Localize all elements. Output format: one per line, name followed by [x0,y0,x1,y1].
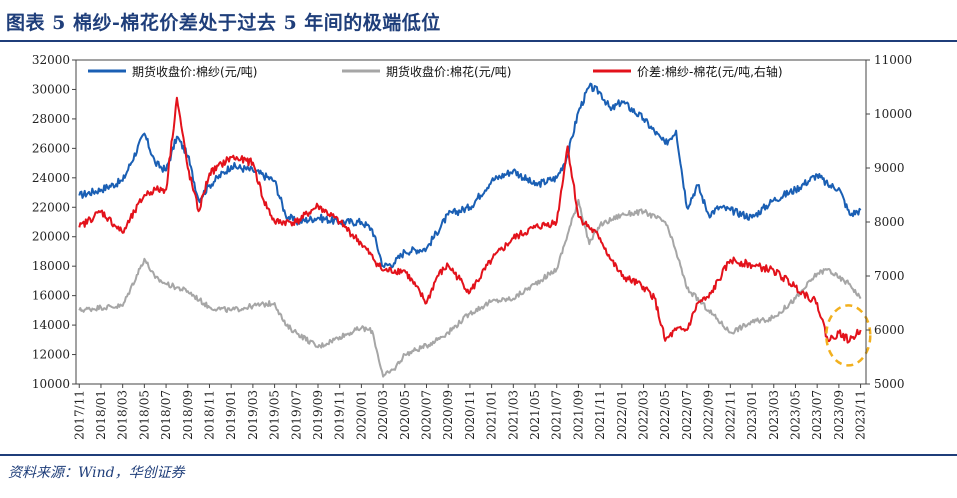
left-tick-label: 28000 [32,112,70,126]
left-tick-label: 24000 [32,171,70,185]
x-tick-label: 2023/01 [745,390,759,440]
x-tick-label: 2018/05 [137,390,151,440]
x-tick-label: 2019/05 [268,390,282,440]
x-tick-label: 2021/11 [593,390,607,440]
left-tick-label: 12000 [32,348,70,362]
x-tick-label: 2021/09 [571,390,585,440]
left-tick-label: 14000 [32,318,70,332]
left-tick-label: 18000 [32,259,70,273]
x-tick-label: 2023/05 [788,390,802,440]
x-tick-label: 2018/01 [94,390,108,440]
x-tick-label: 2020/01 [354,390,368,440]
x-tick-label: 2020/03 [376,390,390,440]
x-tick-label: 2019/11 [333,390,347,440]
left-tick-label: 10000 [32,377,70,391]
x-tick-label: 2018/11 [202,390,216,440]
x-tick-label: 2018/03 [116,390,130,440]
x-tick-label: 2022/11 [723,390,737,440]
left-tick-label: 32000 [32,53,70,67]
x-tick-label: 2023/03 [767,390,781,440]
legend-label: 期货收盘价:棉纱(元/吨) [132,64,257,79]
highlight-annotation [825,304,872,367]
x-tick-label: 2019/09 [311,390,325,440]
legend-label: 期货收盘价:棉花(元/吨) [386,64,511,79]
x-tick-label: 2020/07 [420,390,434,440]
x-tick-label: 2019/01 [224,390,238,440]
series-line-spread [78,96,862,344]
x-tick-label: 2020/05 [398,390,412,440]
plot-frame [75,59,867,385]
x-tick-label: 2022/07 [680,390,694,440]
footer-rule [0,454,957,456]
series-line-yarn [78,82,862,269]
right-tick-label: 5000 [874,377,905,391]
x-tick-label: 2021/07 [550,390,564,440]
x-tick-label: 2020/11 [463,390,477,440]
page-title: 图表 5 棉纱-棉花价差处于过去 5 年间的极端低位 [6,12,441,34]
header-rule [0,40,957,42]
x-tick-label: 2023/11 [854,390,868,440]
x-tick-label: 2019/03 [246,390,260,440]
right-tick-label: 11000 [874,53,912,67]
left-tick-label: 22000 [32,200,70,214]
legend-label: 价差:棉纱-棉花(元/吨,右轴) [637,64,783,79]
right-tick-label: 10000 [874,107,912,121]
x-tick-label: 2018/07 [159,390,173,440]
left-tick-label: 26000 [32,141,70,155]
x-tick-label: 2020/09 [441,390,455,440]
left-tick-label: 30000 [32,82,70,96]
x-tick-label: 2018/09 [181,390,195,440]
x-tick-label: 2021/01 [485,390,499,440]
x-tick-label: 2023/07 [810,390,824,440]
x-tick-label: 2021/03 [506,390,520,440]
x-tick-label: 2022/09 [702,390,716,440]
x-tick-label: 2019/07 [289,390,303,440]
source-note: 资料来源：Wind，华创证券 [8,465,185,481]
x-tick-label: 2021/05 [528,390,542,440]
x-tick-label: 2023/09 [832,390,846,440]
x-tick-label: 2022/03 [637,390,651,440]
right-tick-label: 6000 [874,323,905,337]
x-tick-label: 2022/05 [658,390,672,440]
series-line-cotton [78,198,862,378]
right-tick-label: 9000 [874,161,905,175]
x-tick-label: 2017/11 [72,390,86,440]
right-tick-label: 7000 [874,269,905,283]
x-tick-label: 2022/01 [615,390,629,440]
left-tick-label: 20000 [32,230,70,244]
right-tick-label: 8000 [874,215,905,229]
left-tick-label: 16000 [32,289,70,303]
